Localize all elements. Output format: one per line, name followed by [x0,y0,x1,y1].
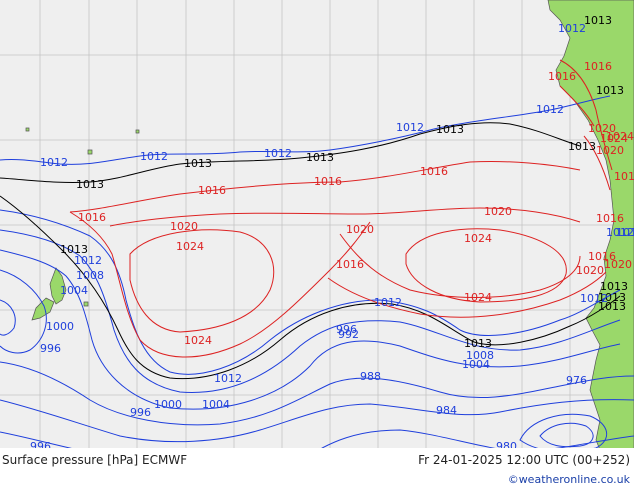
isobar-label: 1008 [466,349,494,362]
isobar-label: 1016 [314,175,342,188]
isobar-label: 1013 [584,14,612,27]
isobar-label: 976 [566,374,587,387]
isobar-label: 1016 [614,170,634,183]
isobar-label: 1000 [154,398,182,411]
isobar-label: 996 [40,342,61,355]
isobar-label: 1012 [74,254,102,267]
isobar-label: 1016 [78,211,106,224]
isobar-label: 1013 [76,178,104,191]
isobar-label: 988 [360,370,381,383]
isobar-label: 1013 [568,140,596,153]
isobar-label: 1024 [600,132,628,145]
valid-time: Fr 24-01-2025 12:00 UTC (00+252) [418,453,630,467]
isobar-label: 1013 [464,337,492,350]
isobar-label: 1004 [60,284,88,297]
isobar-label: 1020 [588,122,616,135]
isobar-label: 992 [338,328,359,341]
isobar-label: 1020 [484,205,512,218]
isobar-label: 1024 [464,291,492,304]
isobar-label: 1012 [264,147,292,160]
isobar-label: 1016 [588,250,616,263]
isobar-label: 1000 [46,320,74,333]
isobar-label: 1013 [598,300,626,313]
south-america-land [547,0,634,462]
isobar-label: 1012 [536,103,564,116]
isobars-1013 [0,122,621,380]
isobar-label: 1013 [60,243,88,256]
isobar-label: 1020 [596,144,624,157]
isobar-label: 1016 [548,70,576,83]
isobar-label: 1012 [396,121,424,134]
isobar-label: 1012 [606,226,634,239]
landmasses [25,0,634,462]
pressure-map: 1012 1013 1012 1013 1012 1013 1012 1013 … [0,0,634,462]
isobar-labels: 1012 1013 1012 1013 1012 1013 1012 1013 … [30,14,634,453]
isobar-label: 1013 [184,157,212,170]
isobar-label: 1012 [140,150,168,163]
chatham-island [83,301,89,307]
isobar-label: 1020 [576,264,604,277]
isobars-high [69,59,613,358]
ocean-background [0,0,634,462]
isobar-label: 1024 [176,240,204,253]
isobar-label: 1020 [170,220,198,233]
isobar-label: 1013 [436,123,464,136]
isobar-label: 1012 [374,296,402,309]
isobar-label: 996 [130,406,151,419]
isobar-label: 984 [436,404,457,417]
isobar-label: 1013 [596,84,624,97]
isobar-label: 1020 [346,223,374,236]
isobar-label: 1008 [76,269,104,282]
isobar-label: 1004 [202,398,230,411]
isobar-label: 1016 [198,184,226,197]
map-title: Surface pressure [hPa] ECMWF [2,453,188,467]
isobar-label: 1016 [336,258,364,271]
isobar-label: 996 [336,323,357,336]
isobar-label: 1013 [600,280,628,293]
isobar-label: 1024 [606,130,634,143]
isobar-label: 1012 [580,292,608,305]
pacific-islet-a [25,127,30,132]
isobar-label: 1012 [616,226,634,239]
isobar-label: 1004 [462,358,490,371]
footer-bar [0,448,634,490]
isobar-label: 1016 [596,212,624,225]
isobar-label: 1012 [214,372,242,385]
isobar-label: 1012 [40,156,68,169]
isobar-label: 1020 [604,258,632,271]
pacific-islet-b [87,149,93,155]
isobar-label: 1024 [184,334,212,347]
new-zealand-south-island [31,297,55,321]
new-zealand-north-island [49,267,67,305]
isobar-label: 1016 [584,60,612,73]
isobar-label: 1013 [598,291,626,304]
isobar-label: 1012 [558,22,586,35]
credit-link[interactable]: ©weatheronline.co.uk [507,473,630,486]
pacific-islet-c [135,129,140,134]
isobar-label: 1024 [464,232,492,245]
isobar-label: 1016 [420,165,448,178]
isobar-label: 1013 [306,151,334,164]
